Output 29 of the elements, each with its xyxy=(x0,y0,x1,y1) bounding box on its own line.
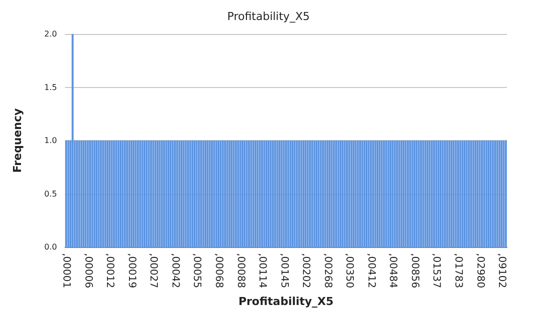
x-tick-label: ,00202 xyxy=(300,253,312,288)
x-axis-title: Profitability_X5 xyxy=(238,295,334,308)
y-axis-title: Frequency xyxy=(11,108,24,173)
y-tick-label: 1.0 xyxy=(44,136,57,146)
y-tick-label: 2.0 xyxy=(44,30,57,38)
x-tick-label: ,00001 xyxy=(60,253,72,288)
x-tick-label: ,00268 xyxy=(322,253,333,288)
x-tick-label: ,00019 xyxy=(126,253,137,288)
x-tick-label: ,00055 xyxy=(191,253,202,288)
x-tick-label: ,00145 xyxy=(278,253,290,288)
x-tick-label: ,00042 xyxy=(169,253,180,288)
x-tick-label: ,00412 xyxy=(365,253,376,288)
x-tick-label: ,01537 xyxy=(430,253,442,288)
x-tick-label: ,02980 xyxy=(474,253,486,288)
y-tick-label: 0.0 xyxy=(44,242,57,252)
x-tick-label: ,00012 xyxy=(104,253,116,288)
x-tick-label: ,09102 xyxy=(496,253,508,288)
x-tick-label: ,00006 xyxy=(82,253,94,288)
x-tick-label: ,00350 xyxy=(344,253,355,288)
x-tick-label: ,00068 xyxy=(213,253,224,288)
x-tick-label: ,00856 xyxy=(408,253,420,288)
y-tick-label: 1.5 xyxy=(44,82,57,92)
y-tick-label: 0.5 xyxy=(44,189,57,198)
x-tick-label: ,00027 xyxy=(148,253,159,288)
chart-title: Profitability_X5 xyxy=(227,10,310,23)
x-tick-label: ,00484 xyxy=(387,253,398,288)
x-tick-label: ,01783 xyxy=(452,253,464,288)
x-tick-label: ,00088 xyxy=(234,253,246,288)
x-tick-label: ,00114 xyxy=(256,253,268,288)
